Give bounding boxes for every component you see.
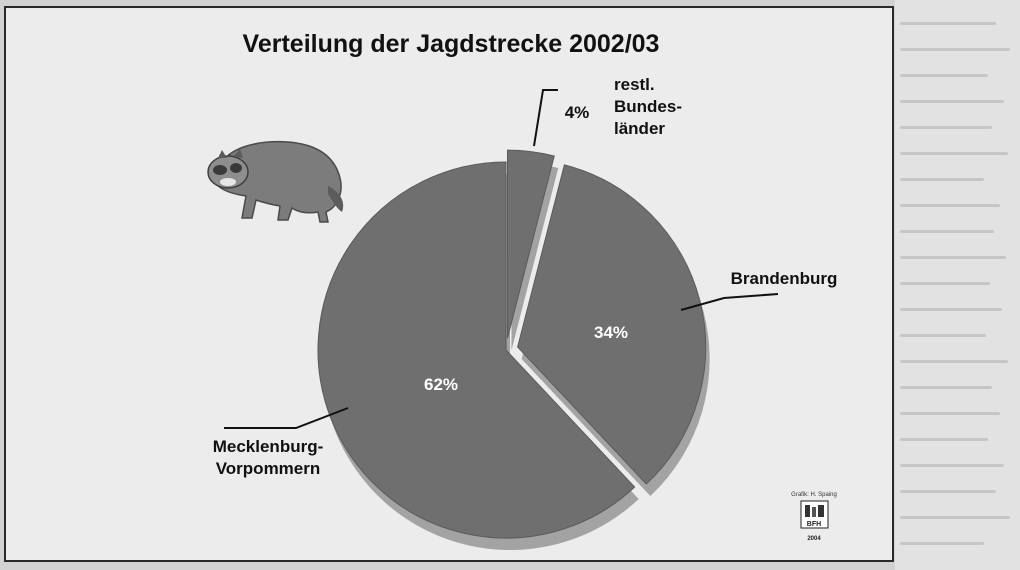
faded-text-line (900, 282, 990, 285)
faded-text-line (900, 74, 988, 77)
slice-leader-line (224, 407, 349, 429)
faded-text-line (900, 178, 984, 181)
slice-leader-line (680, 293, 779, 311)
credit-block: Grafik: H. Spaing BFH 2004 (791, 492, 837, 542)
slice-value-label: 62% (424, 375, 458, 394)
faded-text-line (900, 542, 984, 545)
pie-chart: 62% Mecklenburg-Vorpommern 34% Brandenburg 4… (207, 75, 838, 550)
faded-text-line (900, 48, 1010, 51)
slice-value-label: 4% (565, 103, 590, 122)
faded-text-line (900, 412, 1000, 415)
chart-frame: Verteilung der Jagdstrecke 2002/03 62% Me… (4, 6, 894, 562)
pie-label-layer: 62% Mecklenburg-Vorpommern 34% Brandenburg 4… (213, 75, 838, 478)
credit-year: 2004 (807, 536, 821, 542)
faded-text-line (900, 386, 992, 389)
faded-text-line (900, 22, 996, 25)
pie-slice (517, 164, 707, 485)
background-text-page (895, 0, 1020, 570)
pie-slice (317, 161, 636, 539)
slice-category-label: Brandenburg (731, 269, 838, 288)
faded-text-line (900, 100, 1004, 103)
faded-text-line (900, 152, 1008, 155)
chart-title: Verteilung der Jagdstrecke 2002/03 (242, 30, 660, 58)
slice-value-label: 34% (594, 323, 628, 342)
faded-text-line (900, 516, 1010, 519)
faded-text-line (900, 490, 996, 493)
slice-leader-line (533, 89, 558, 147)
faded-text-line (900, 204, 1000, 207)
raccoon-dog-icon (207, 140, 344, 223)
faded-text-line (900, 360, 1008, 363)
faded-text-line (900, 126, 992, 129)
faded-text-line (900, 308, 1002, 311)
faded-text-line (900, 334, 986, 337)
faded-text-line (900, 464, 1004, 467)
pie-slice (506, 149, 555, 339)
faded-text-line (900, 256, 1006, 259)
logo-text: BFH (807, 521, 821, 528)
faded-text-line (900, 438, 988, 441)
pie-slice-layer (317, 149, 707, 539)
slice-category-label: restl. Bundes-länder (614, 75, 682, 138)
slice-category-label: Mecklenburg-Vorpommern (213, 437, 324, 478)
credit-author: Grafik: H. Spaing (791, 492, 837, 498)
faded-text-line (900, 230, 994, 233)
